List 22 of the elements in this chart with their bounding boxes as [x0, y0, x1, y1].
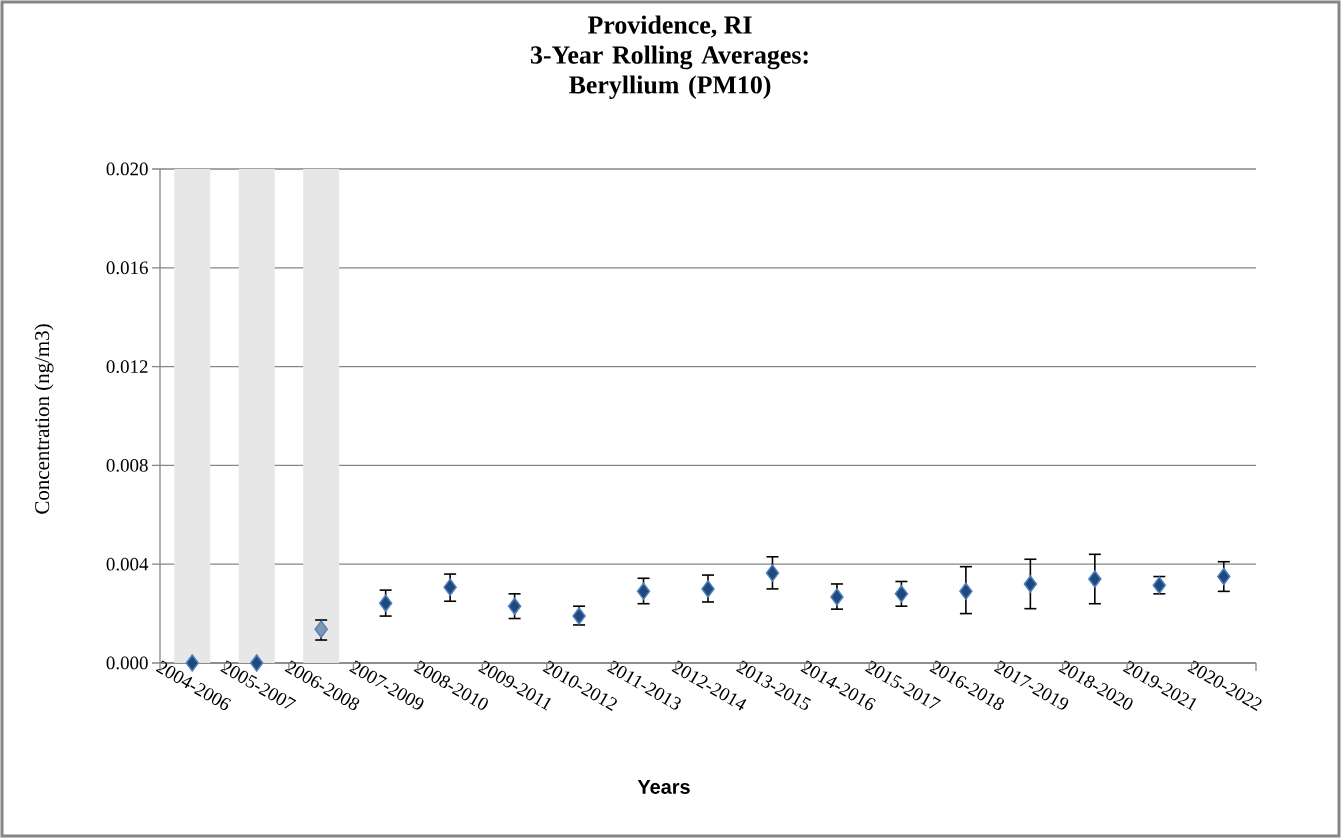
y-axis-title: Concentration (ng/m3) — [34, 324, 54, 514]
point — [830, 588, 844, 606]
y-tick-label: 0.004 — [106, 557, 149, 571]
point — [507, 597, 522, 615]
point — [443, 578, 457, 596]
point — [1023, 575, 1038, 593]
point — [701, 580, 715, 598]
point — [959, 582, 973, 601]
y-tick-label: 0.000 — [106, 656, 148, 670]
chart-title: Providence, RI — [587, 15, 752, 38]
x-axis-title: Years — [637, 780, 690, 794]
y-tick-label: 0.016 — [106, 261, 148, 275]
y-tick-label: 0.008 — [106, 458, 148, 472]
y-tick-label: 0.020 — [106, 162, 148, 176]
point — [894, 585, 909, 603]
point — [636, 582, 651, 601]
point — [378, 594, 393, 612]
point — [765, 564, 780, 582]
point — [1088, 570, 1102, 588]
chart-subtitle: 3-Year Rolling Averages: Beryllium (PM10) — [530, 45, 808, 99]
point — [1217, 567, 1231, 586]
y-tick-label: 0.012 — [106, 360, 148, 374]
